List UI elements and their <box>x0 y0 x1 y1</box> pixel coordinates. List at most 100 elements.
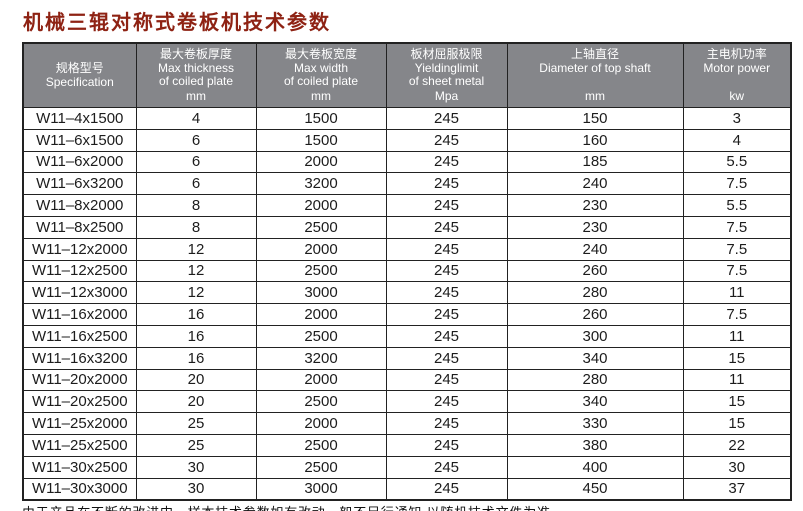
table-cell: 4 <box>135 107 257 130</box>
table-cell: 22 <box>682 433 792 457</box>
table-cell: 15 <box>682 390 792 414</box>
header-unit: Mpa <box>434 89 459 104</box>
table-cell: 2000 <box>255 237 387 261</box>
table-cell: 6 <box>135 128 257 152</box>
col-header-motor-power: 主电机功率 Motor power kw <box>682 42 792 108</box>
table-cell: 245 <box>385 368 508 392</box>
table-cell: 25 <box>135 433 257 457</box>
table-row: W11–20x2000 20 2000 245 280 11 <box>22 368 792 392</box>
table-cell: 15 <box>682 412 792 435</box>
table-cell: 230 <box>506 194 684 217</box>
spec-table-body: W11–4x1500 4 1500 245 150 3 W11–6x1500 6 1500 245… <box>22 107 792 501</box>
table-cell: 245 <box>385 281 508 305</box>
table-cell: 11 <box>682 368 792 392</box>
table-row: W11–6x2000 6 2000 245 185 5.5 <box>22 150 792 174</box>
table-cell: 7.5 <box>682 215 792 239</box>
table-cell: 15 <box>682 346 792 370</box>
table-cell: W11–8x2000 <box>22 194 137 217</box>
table-cell: 20 <box>135 390 257 414</box>
table-cell: 245 <box>385 477 508 501</box>
col-header-yield-limit: 板材屈服极限 Yieldinglimit of sheet metal Mpa <box>385 42 508 108</box>
header-line-en: Yieldinglimit <box>414 60 479 75</box>
table-cell: 245 <box>385 215 508 239</box>
table-cell: W11–12x3000 <box>22 281 137 305</box>
table-cell: 400 <box>506 455 684 479</box>
table-row: W11–4x1500 4 1500 245 150 3 <box>22 107 792 130</box>
header-unit: mm <box>311 89 331 104</box>
table-cell: 245 <box>385 107 508 130</box>
table-cell: W11–20x2500 <box>22 390 137 414</box>
header-line-cn: 上轴直径 <box>570 47 619 61</box>
table-cell: 245 <box>385 128 508 152</box>
table-cell: 11 <box>682 281 792 305</box>
header-line-cn: 最大卷板宽度 <box>284 47 357 61</box>
table-cell: 150 <box>506 107 684 130</box>
table-row: W11–30x3000 30 3000 245 450 37 <box>22 477 792 501</box>
table-cell: 25 <box>135 412 257 435</box>
table-cell: W11–25x2500 <box>22 433 137 457</box>
table-row: W11–25x2000 25 2000 245 330 15 <box>22 412 792 435</box>
table-cell: 245 <box>385 194 508 217</box>
table-cell: 3200 <box>255 172 387 196</box>
table-cell: 245 <box>385 433 508 457</box>
table-cell: 12 <box>135 281 257 305</box>
catalog-page: 机械三辊对称式卷板机技术参数 规格型号 Specification 最大卷板厚度… <box>22 0 792 511</box>
table-cell: 30 <box>135 477 257 501</box>
header-unit: kw <box>729 89 745 104</box>
table-cell: W11–20x2000 <box>22 368 137 392</box>
table-row: W11–6x1500 6 1500 245 160 4 <box>22 128 792 152</box>
footer-note: 由于产品在不断的改进中，样本技术参数如有改动，恕不另行通知,以随机技术文件为准。… <box>22 504 790 511</box>
table-cell: 7.5 <box>682 303 792 326</box>
table-cell: W11–4x1500 <box>22 107 137 130</box>
table-cell: W11–8x2500 <box>22 215 137 239</box>
table-row: W11–16x2000 16 2000 245 260 7.5 <box>22 303 792 326</box>
table-cell: 330 <box>506 412 684 435</box>
table-cell: 2500 <box>255 433 387 457</box>
table-cell: 2000 <box>255 368 387 392</box>
table-cell: 185 <box>506 150 684 174</box>
table-cell: W11–6x3200 <box>22 172 137 196</box>
table-cell: W11–16x2500 <box>22 324 137 348</box>
table-row: W11–16x3200 16 3200 245 340 15 <box>22 346 792 370</box>
table-cell: 2000 <box>255 194 387 217</box>
table-row: W11–6x3200 6 3200 245 240 7.5 <box>22 172 792 196</box>
table-cell: 2500 <box>255 215 387 239</box>
table-cell: 450 <box>506 477 684 501</box>
table-cell: 3000 <box>255 477 387 501</box>
table-cell: 5.5 <box>682 194 792 217</box>
table-cell: 20 <box>135 368 257 392</box>
table-cell: 3200 <box>255 346 387 370</box>
table-row: W11–25x2500 25 2500 245 380 22 <box>22 433 792 457</box>
header-row: 规格型号 Specification 最大卷板厚度 Max thickness … <box>22 42 792 108</box>
table-cell: 2000 <box>255 303 387 326</box>
table-row: W11–8x2000 8 2000 245 230 5.5 <box>22 194 792 217</box>
table-cell: 1500 <box>255 128 387 152</box>
header-line-en: of coiled plate <box>158 74 234 89</box>
header-line-cn: 板材屈服极限 <box>410 47 483 61</box>
table-cell: 260 <box>506 303 684 326</box>
header-line-en: of coiled plate <box>283 74 359 89</box>
table-cell: 280 <box>506 281 684 305</box>
table-row: W11–8x2500 8 2500 245 230 7.5 <box>22 215 792 239</box>
table-cell: 240 <box>506 237 684 261</box>
table-cell: 3 <box>682 107 792 130</box>
table-cell: 2500 <box>255 324 387 348</box>
table-cell: 30 <box>135 455 257 479</box>
table-cell: W11–30x3000 <box>22 477 137 501</box>
table-cell: 300 <box>506 324 684 348</box>
table-cell: 2000 <box>255 412 387 435</box>
table-cell: 7.5 <box>682 172 792 196</box>
page-title: 机械三辊对称式卷板机技术参数 <box>23 12 331 34</box>
table-cell: 11 <box>682 324 792 348</box>
table-cell: 12 <box>135 259 257 283</box>
header-line-cn: 最大卷板厚度 <box>159 47 232 61</box>
header-line-en: Motor power <box>703 60 771 75</box>
table-cell: 2500 <box>255 259 387 283</box>
header-line-en: of sheet metal <box>408 74 485 89</box>
col-header-top-shaft-diameter: 上轴直径 Diameter of top shaft mm <box>506 42 684 108</box>
table-cell: 245 <box>385 259 508 283</box>
table-cell: 245 <box>385 303 508 326</box>
table-cell: 3000 <box>255 281 387 305</box>
spec-table-header: 规格型号 Specification 最大卷板厚度 Max thickness … <box>22 42 792 108</box>
table-cell: 6 <box>135 150 257 174</box>
